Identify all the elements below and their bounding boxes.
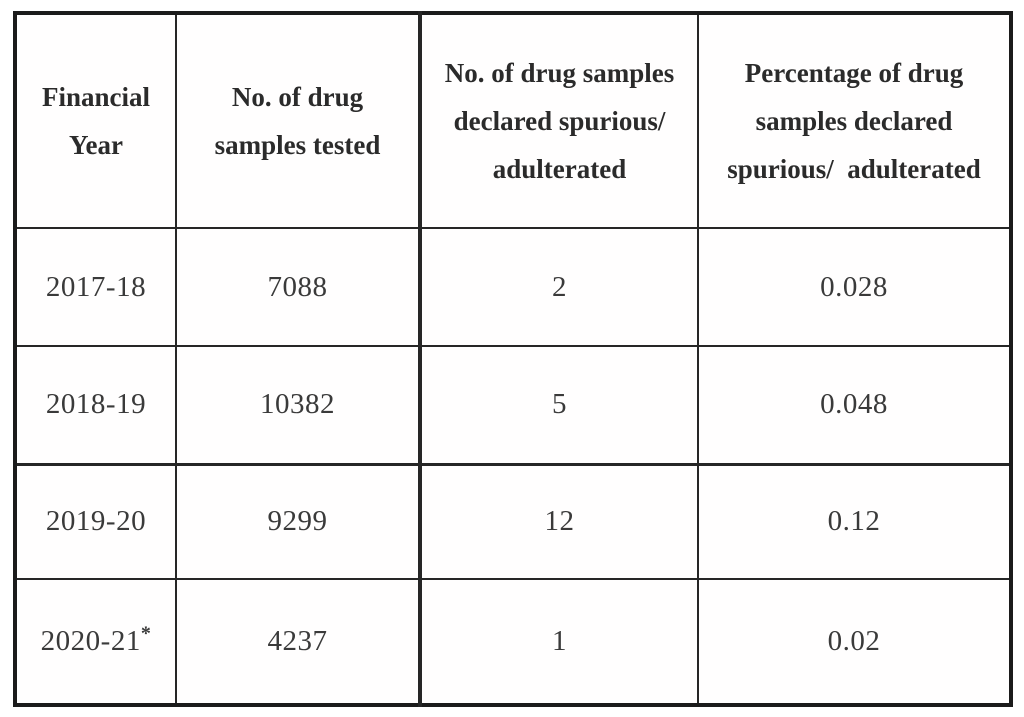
cell-percentage: 0.028 — [697, 227, 1012, 347]
table-row-2018-19: 2018-19 10382 5 0.048 — [14, 345, 1012, 465]
header-line: samples declared — [755, 106, 953, 136]
header-percentage-spurious: Percentage of drug samples declared spur… — [697, 12, 1012, 229]
table-row-2020-21: 2020-21* 4237 1 0.02 — [14, 578, 1012, 706]
header-line: adulterated — [492, 154, 627, 184]
cell-financial-year: 2020-21* — [14, 578, 177, 706]
header-financial-year: Financial Year — [14, 12, 177, 229]
header-declared-spurious: No. of drug samples declared spurious/ a… — [418, 12, 699, 229]
header-line: No. of drug — [231, 82, 364, 112]
header-line: Financial — [41, 82, 150, 112]
cell-declared-count: 5 — [418, 345, 699, 465]
cell-declared-count: 2 — [418, 227, 699, 347]
header-line: samples tested — [214, 130, 381, 160]
cell-financial-year: 2017-18 — [14, 227, 177, 347]
cell-declared-count: 1 — [418, 578, 699, 706]
table-row-2017-18: 2017-18 7088 2 0.028 — [14, 227, 1012, 347]
cell-samples-tested: 10382 — [175, 345, 421, 465]
header-samples-tested: No. of drug samples tested — [175, 12, 421, 229]
financial-year-text: 2020-21 — [40, 625, 141, 657]
header-line: spurious/ adulterated — [727, 154, 981, 184]
cell-percentage: 0.048 — [697, 345, 1012, 465]
header-line: declared spurious/ — [453, 106, 666, 136]
cell-financial-year: 2018-19 — [14, 345, 177, 465]
footnote-asterisk: * — [140, 622, 152, 645]
cell-samples-tested: 7088 — [175, 227, 421, 347]
cell-samples-tested: 9299 — [175, 462, 421, 580]
header-line: Percentage of drug — [744, 58, 964, 88]
cell-declared-count: 12 — [418, 462, 699, 580]
drug-samples-table: Financial Year No. of drug samples teste… — [13, 11, 1013, 707]
cell-financial-year: 2019-20 — [14, 462, 177, 580]
cell-percentage: 0.12 — [697, 462, 1012, 580]
header-line: No. of drug samples — [444, 58, 675, 88]
table-row-2019-20: 2019-20 9299 12 0.12 — [14, 462, 1012, 580]
table-header-row: Financial Year No. of drug samples teste… — [14, 12, 1012, 229]
cell-percentage: 0.02 — [697, 578, 1012, 706]
cell-samples-tested: 4237 — [175, 578, 421, 706]
header-line: Year — [69, 130, 123, 160]
